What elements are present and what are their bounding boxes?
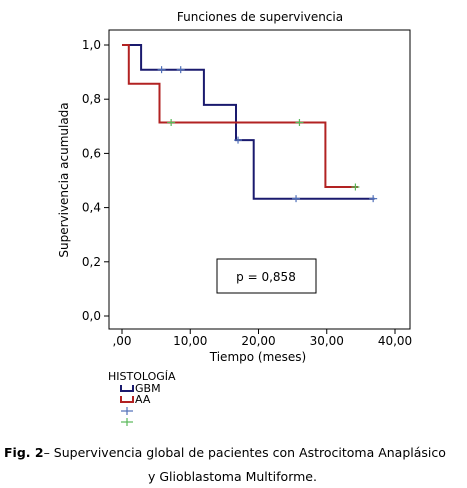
y-tick-label: 0,8	[82, 92, 101, 106]
x-tick-label: 40,00	[378, 334, 412, 348]
x-tick-label: 10,00	[173, 334, 207, 348]
caption-text-1: – Supervivencia global de pacientes con …	[43, 445, 446, 460]
survival-chart: Funciones de supervivencia ,00 10,00 20,00…	[57, 10, 412, 364]
legend-item-aa: AA	[108, 394, 176, 405]
x-tick-label: 20,00	[241, 334, 275, 348]
axes: ,00 10,00 20,00 30,00 40,00 0,0 0,2 0,4 0,6 0,8 1,…	[82, 38, 412, 348]
legend-item-gbm-censored	[108, 405, 176, 416]
x-tick-label: 30,00	[310, 334, 344, 348]
caption-label: Fig. 2	[4, 445, 44, 460]
survival-curve-gbm	[122, 44, 375, 200]
censor-plus-icon-gbm	[120, 406, 134, 416]
legend-label-aa: AA	[135, 393, 151, 406]
censor-mark-aa	[167, 119, 176, 127]
legend-item-aa-censored	[108, 416, 176, 427]
censor-mark-gbm	[176, 66, 185, 74]
censor-plus-icon-aa	[120, 417, 134, 427]
censor-mark-gbm	[234, 136, 243, 144]
censor-mark-gbm	[157, 66, 166, 74]
censor-mark-aa	[351, 183, 360, 191]
x-tick-label: ,00	[112, 334, 131, 348]
y-tick-label: 0,4	[82, 201, 101, 215]
caption-line-2: y Glioblastoma Multiforme.	[148, 469, 317, 484]
y-tick-label: 1,0	[82, 38, 101, 52]
y-tick-label: 0,0	[82, 309, 101, 323]
censor-mark-gbm	[292, 195, 301, 203]
censor-mark-aa	[295, 119, 304, 127]
p-value-box	[216, 258, 317, 294]
y-tick-label: 0,6	[82, 146, 101, 160]
legend-line-swatch-aa	[120, 395, 134, 405]
chart-title: Funciones de supervivencia	[177, 10, 343, 24]
survival-curve-aa	[122, 44, 359, 188]
x-axis-label: Tiempo (meses)	[209, 350, 306, 364]
y-tick-label: 0,2	[82, 255, 101, 269]
y-axis-label: Supervivencia acumulada	[57, 102, 71, 257]
legend-label-gbm: GBM	[135, 382, 161, 395]
plot-frame	[108, 29, 411, 330]
legend-item-gbm: GBM	[108, 383, 176, 394]
censor-mark-gbm	[369, 195, 378, 203]
legend-title: HISTOLOGÍA	[108, 370, 176, 383]
p-value-annotation: p = 0,858	[236, 270, 296, 284]
legend-line-swatch-gbm	[120, 384, 134, 394]
series-layer	[122, 44, 378, 203]
caption-line-1: Fig. 2– Supervivencia global de paciente…	[4, 442, 446, 464]
legend: HISTOLOGÍA GBM AA	[108, 370, 176, 427]
